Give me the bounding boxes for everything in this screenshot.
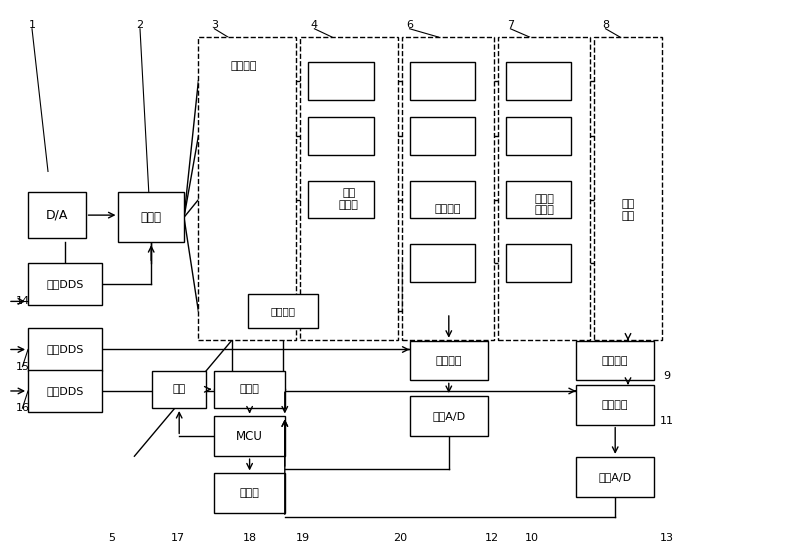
- Bar: [506, 181, 571, 218]
- Bar: [28, 263, 102, 305]
- Bar: [308, 181, 374, 218]
- Bar: [28, 370, 102, 412]
- Bar: [410, 181, 475, 218]
- Text: 前置放
大器组: 前置放 大器组: [534, 194, 554, 216]
- Text: 激光器: 激光器: [141, 211, 162, 224]
- Bar: [576, 457, 654, 497]
- Bar: [300, 37, 398, 340]
- Text: 计算机: 计算机: [240, 384, 259, 394]
- Text: 9: 9: [663, 371, 670, 381]
- Text: 带通滤波: 带通滤波: [602, 356, 629, 366]
- Bar: [248, 294, 318, 328]
- Bar: [594, 37, 662, 340]
- Text: 10: 10: [525, 533, 539, 542]
- Bar: [402, 37, 494, 340]
- Text: 8: 8: [602, 20, 609, 30]
- Text: 17: 17: [170, 533, 185, 542]
- Bar: [152, 371, 206, 408]
- Text: 7: 7: [507, 20, 514, 30]
- Bar: [118, 192, 184, 242]
- Text: 3: 3: [211, 20, 218, 30]
- Bar: [198, 37, 296, 340]
- Text: 1: 1: [29, 20, 35, 30]
- Text: 探测器组: 探测器组: [434, 204, 462, 214]
- Text: 11: 11: [659, 416, 674, 426]
- Text: 16: 16: [15, 403, 30, 413]
- Text: 电子
开关: 电子 开关: [622, 199, 634, 221]
- Bar: [410, 244, 475, 282]
- Bar: [410, 396, 488, 436]
- Bar: [28, 328, 102, 371]
- Text: 光分路器: 光分路器: [230, 61, 258, 71]
- Text: 4: 4: [311, 20, 318, 30]
- Text: 第一A/D: 第一A/D: [432, 411, 466, 421]
- Bar: [576, 341, 654, 380]
- Text: 13: 13: [659, 533, 674, 542]
- Bar: [506, 62, 571, 100]
- Text: 显示器: 显示器: [240, 488, 259, 498]
- Text: 开放
气室组: 开放 气室组: [339, 188, 358, 210]
- Text: 20: 20: [393, 533, 407, 542]
- Text: 12: 12: [485, 533, 499, 542]
- Text: 第二A/D: 第二A/D: [598, 472, 632, 482]
- Bar: [308, 117, 374, 155]
- Bar: [28, 192, 86, 238]
- Bar: [214, 371, 285, 408]
- Bar: [214, 416, 285, 456]
- Text: 6: 6: [406, 20, 413, 30]
- Text: 第一DDS: 第一DDS: [46, 279, 83, 289]
- Text: 2: 2: [137, 20, 143, 30]
- Text: 15: 15: [15, 362, 30, 372]
- Bar: [308, 62, 374, 100]
- Text: 14: 14: [15, 296, 30, 306]
- Text: 5: 5: [109, 533, 115, 542]
- Text: 串口: 串口: [173, 384, 186, 394]
- Text: 19: 19: [295, 533, 310, 542]
- Text: D/A: D/A: [46, 208, 68, 222]
- Bar: [410, 62, 475, 100]
- Text: 第一锁相: 第一锁相: [435, 356, 462, 366]
- Bar: [410, 341, 488, 380]
- Bar: [576, 385, 654, 425]
- Bar: [214, 473, 285, 513]
- Text: MCU: MCU: [236, 430, 263, 443]
- Text: 第二锁相: 第二锁相: [602, 400, 629, 410]
- Bar: [506, 244, 571, 282]
- Text: 第二DDS: 第二DDS: [46, 345, 83, 354]
- Bar: [410, 117, 475, 155]
- Bar: [506, 117, 571, 155]
- Text: 第三DDS: 第三DDS: [46, 386, 83, 396]
- Text: 18: 18: [242, 533, 257, 542]
- Text: 参考气室: 参考气室: [270, 306, 296, 316]
- Bar: [498, 37, 590, 340]
